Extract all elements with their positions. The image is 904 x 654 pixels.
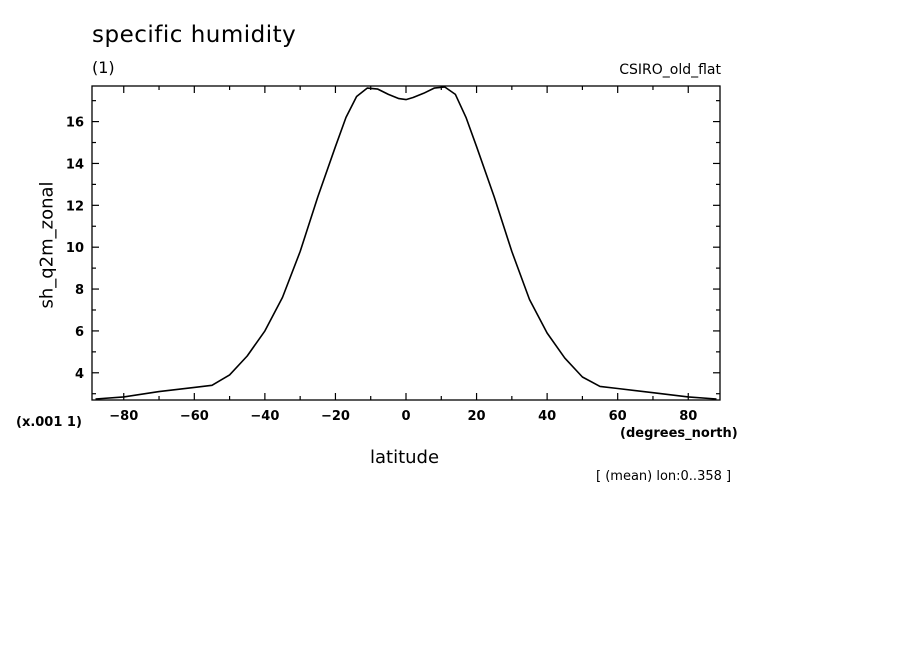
data-line xyxy=(95,86,717,400)
model-label: CSIRO_old_flat xyxy=(619,62,721,78)
chart-title: specific humidity xyxy=(92,22,297,48)
chart-subtitle: (1) xyxy=(92,58,115,77)
y-tick-label: 4 xyxy=(75,367,84,382)
x-tick-label: −60 xyxy=(180,409,209,424)
x-axis-label: latitude xyxy=(370,447,440,468)
y-tick-label: 6 xyxy=(75,325,84,340)
subset-note: [ (mean) lon:0..358 ] xyxy=(596,469,732,484)
x-tick-label: 40 xyxy=(538,409,556,424)
x-units-label: (degrees_north) xyxy=(620,426,738,441)
x-tick-label: 80 xyxy=(679,409,697,424)
x-tick-label: −40 xyxy=(250,409,279,424)
y-tick-label: 10 xyxy=(66,241,84,256)
y-tick-label: 16 xyxy=(66,116,84,131)
x-tick-label: 0 xyxy=(401,409,410,424)
x-tick-label: 60 xyxy=(609,409,627,424)
y-tick-label: 8 xyxy=(75,283,84,298)
x-tick-label: 20 xyxy=(468,409,486,424)
y-axis-label: sh_q2m_zonal xyxy=(36,181,58,309)
y-tick-label: 14 xyxy=(66,157,84,172)
plot-frame xyxy=(91,85,721,401)
y-tick-label: 12 xyxy=(66,199,84,214)
y-scale-note: (x.001 1) xyxy=(16,415,82,430)
x-tick-label: −80 xyxy=(109,409,138,424)
x-tick-label: −20 xyxy=(321,409,350,424)
